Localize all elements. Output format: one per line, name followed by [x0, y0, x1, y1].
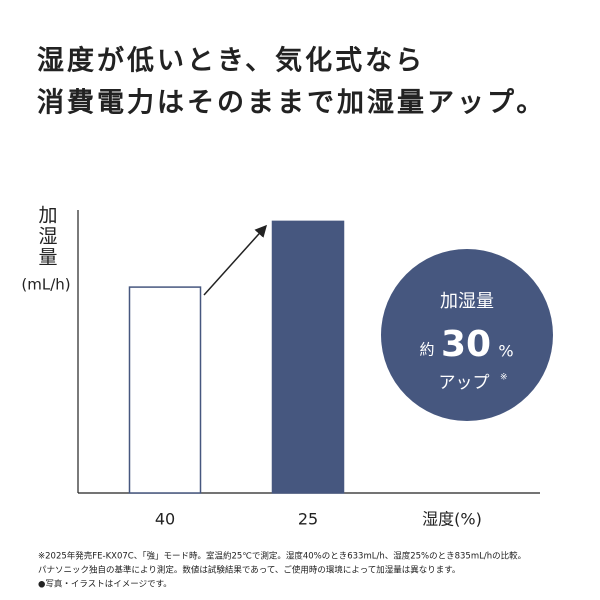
arrow [203, 224, 268, 296]
y-axis-unit: (mL/h) [21, 276, 70, 294]
badge-text: ※ [500, 373, 508, 383]
y-axis-label: 加湿量 [36, 205, 58, 268]
x-tick-label: 40 [155, 510, 175, 529]
chart-title: 消費電力はそのままで加湿量アップ。 [37, 88, 546, 119]
bar [128, 286, 202, 494]
badge-text: 約 [419, 341, 434, 359]
badge-text: % [498, 342, 513, 361]
chart-title: 湿度が低いとき、気化式なら [37, 45, 425, 77]
footnote: ●写真・イラストはイメージです。 [38, 579, 172, 590]
x-axis-label: 湿度(%) [422, 510, 482, 529]
badge-text: アップ [439, 373, 490, 393]
badge-text: 加湿量 [440, 291, 494, 312]
x-tick-label: 25 [298, 510, 318, 529]
footnote: ※2025年発売FE-KX07C、「強」モード時。室温約25℃で測定。湿度40%… [38, 551, 526, 562]
badge-value: 30 [441, 324, 491, 365]
badge [381, 249, 553, 421]
bar [271, 220, 345, 494]
footnote: パナソニック独自の基準により測定。数値は試験結果であって、ご使用時の環境によって… [38, 565, 460, 576]
